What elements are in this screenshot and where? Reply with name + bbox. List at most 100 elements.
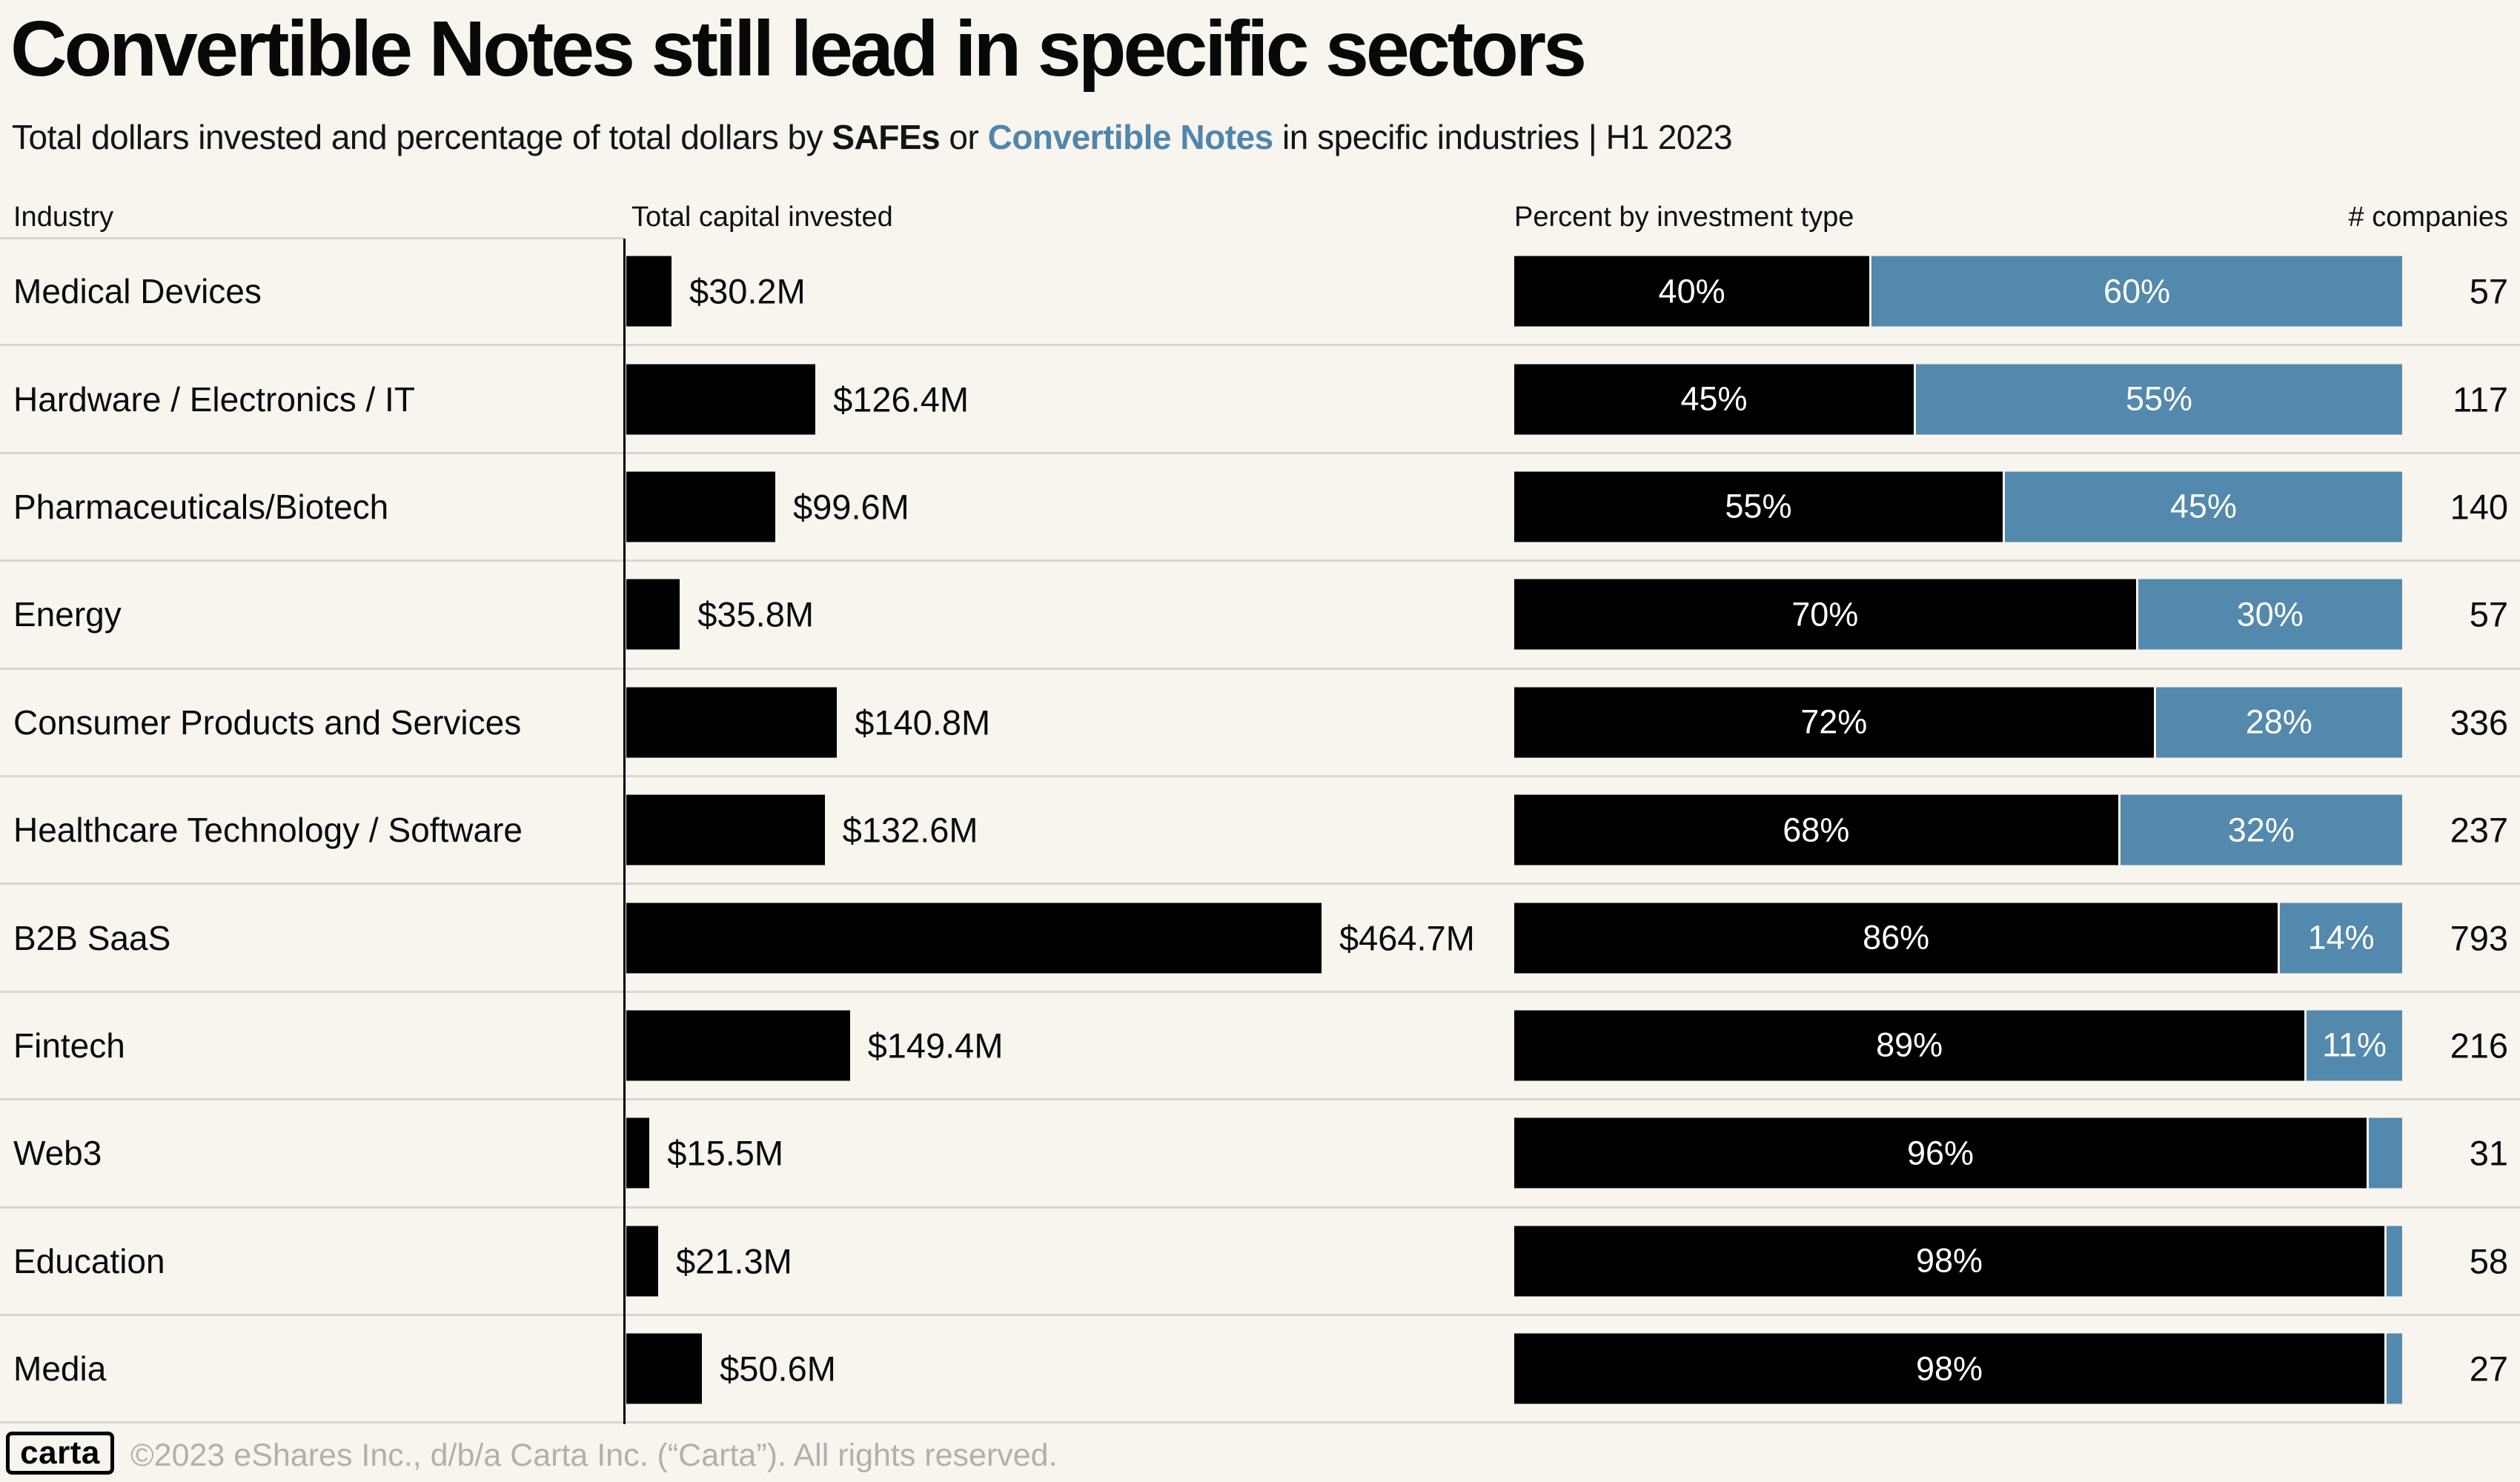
companies-count: 57 <box>2469 271 2508 311</box>
convertible-notes-bar-segment: 55% <box>1914 364 2402 435</box>
percent-bar: 55% 45% <box>1514 471 2402 542</box>
convertible-notes-bar-segment: 11% <box>2304 1010 2402 1081</box>
page-title: Convertible Notes still lead in specific… <box>10 5 1587 93</box>
column-header-industry: Industry <box>13 202 114 233</box>
percent-bar: 96% <box>1514 1117 2402 1189</box>
safe-percent-label: 98% <box>1915 1241 1983 1280</box>
safe-bar-segment: 72% <box>1514 687 2154 758</box>
safe-percent-label: 72% <box>1800 702 1868 741</box>
capital-value-label: $140.8M <box>855 702 991 742</box>
convertible-notes-percent-label: 14% <box>2307 918 2375 957</box>
industry-row: Media $50.6M 98% 27 <box>0 1316 2520 1424</box>
companies-count: 117 <box>2453 379 2508 419</box>
percent-bar: 72% 28% <box>1514 687 2402 758</box>
convertible-notes-bar-segment: 28% <box>2153 687 2402 758</box>
subtitle-safes-highlight: SAFEs <box>832 118 941 156</box>
companies-count: 57 <box>2469 594 2508 634</box>
capital-value-label: $15.5M <box>667 1133 784 1173</box>
companies-count: 237 <box>2450 810 2508 850</box>
capital-axis-line <box>623 239 626 1424</box>
industry-label: B2B SaaS <box>13 918 171 957</box>
safe-bar-segment: 98% <box>1514 1226 2385 1297</box>
subtitle-text-1: Total dollars invested and percentage of… <box>12 118 832 156</box>
safe-percent-label: 86% <box>1863 918 1930 957</box>
convertible-notes-percent-label: 55% <box>2126 379 2193 418</box>
capital-bar <box>626 1010 850 1081</box>
convertible-notes-percent-label: 32% <box>2227 811 2295 849</box>
capital-value-label: $464.7M <box>1339 918 1475 958</box>
safe-percent-label: 40% <box>1658 272 1725 310</box>
capital-value-label: $132.6M <box>842 810 978 850</box>
capital-value-label: $149.4M <box>867 1026 1004 1066</box>
header-underline <box>0 237 624 239</box>
safe-percent-label: 70% <box>1791 595 1859 634</box>
convertible-notes-percent-label: 28% <box>2245 702 2312 741</box>
convertible-notes-bar-segment: 30% <box>2135 579 2402 650</box>
subtitle-convertible-notes-highlight: Convertible Notes <box>987 118 1274 156</box>
industry-row: B2B SaaS $464.7M 86% 14% 793 <box>0 885 2520 993</box>
percent-bar: 68% 32% <box>1514 794 2402 865</box>
companies-count: 793 <box>2450 918 2508 958</box>
safe-bar-segment: 68% <box>1514 794 2118 865</box>
industry-row: Medical Devices $30.2M 40% 60% 57 <box>0 239 2520 347</box>
industry-row: Fintech $149.4M 89% 11% 216 <box>0 993 2520 1101</box>
convertible-notes-bar-segment: 45% <box>2002 471 2402 542</box>
safe-bar-segment: 70% <box>1514 579 2136 650</box>
safe-percent-label: 98% <box>1915 1349 1983 1388</box>
industry-label: Web3 <box>13 1134 102 1173</box>
capital-bar <box>626 794 825 865</box>
industry-row: Education $21.3M 98% 58 <box>0 1209 2520 1316</box>
industry-label: Hardware / Electronics / IT <box>13 379 415 419</box>
industry-label: Consumer Products and Services <box>13 702 522 742</box>
companies-count: 140 <box>2450 487 2508 527</box>
subtitle-text-3: in specific industries | H1 2023 <box>1273 118 1733 156</box>
companies-count: 31 <box>2469 1133 2508 1173</box>
percent-bar: 86% 14% <box>1514 903 2402 974</box>
safe-bar-segment: 55% <box>1514 471 2003 542</box>
subtitle-text-2: or <box>940 118 988 156</box>
percent-bar: 89% 11% <box>1514 1010 2402 1081</box>
safe-bar-segment: 89% <box>1514 1010 2305 1081</box>
percent-bar: 98% <box>1514 1226 2402 1297</box>
column-header-companies: # companies <box>2348 202 2508 233</box>
safe-bar-segment: 40% <box>1514 256 1870 327</box>
convertible-notes-bar-segment: 32% <box>2118 794 2402 865</box>
safe-percent-label: 89% <box>1876 1026 1943 1064</box>
column-header-capital: Total capital invested <box>631 202 893 233</box>
carta-logo-text: carta <box>20 1435 100 1471</box>
companies-count: 27 <box>2469 1349 2508 1389</box>
convertible-notes-percent-label: 11% <box>2322 1026 2387 1064</box>
safe-percent-label: 68% <box>1783 811 1850 849</box>
industry-row: Energy $35.8M 70% 30% 57 <box>0 562 2520 670</box>
subtitle: Total dollars invested and percentage of… <box>12 117 1733 157</box>
percent-bar: 45% 55% <box>1514 364 2402 435</box>
industry-label: Pharmaceuticals/Biotech <box>13 487 389 526</box>
safe-percent-label: 45% <box>1680 379 1748 418</box>
industry-label: Medical Devices <box>13 272 262 311</box>
industry-row: Healthcare Technology / Software $132.6M… <box>0 777 2520 885</box>
safe-percent-label: 96% <box>1907 1134 1974 1172</box>
capital-bar <box>626 364 816 435</box>
percent-bar: 98% <box>1514 1333 2402 1404</box>
safe-bar-segment: 98% <box>1514 1333 2385 1404</box>
capital-value-label: $99.6M <box>793 487 909 527</box>
capital-bar <box>626 1117 650 1189</box>
percent-bar: 70% 30% <box>1514 579 2402 650</box>
carta-logo: carta <box>6 1432 114 1475</box>
safe-bar-segment: 86% <box>1514 903 2278 974</box>
safe-percent-label: 55% <box>1725 487 1792 525</box>
companies-count: 336 <box>2450 702 2508 742</box>
convertible-notes-percent-label: 60% <box>2103 272 2171 310</box>
companies-count: 58 <box>2469 1241 2508 1281</box>
convertible-notes-bar-segment: 60% <box>1869 256 2402 327</box>
capital-value-label: $21.3M <box>675 1241 792 1281</box>
percent-bar: 40% 60% <box>1514 256 2402 327</box>
industry-label: Education <box>13 1241 165 1280</box>
capital-bar <box>626 903 1322 974</box>
capital-value-label: $126.4M <box>833 379 969 419</box>
industry-row: Consumer Products and Services $140.8M 7… <box>0 670 2520 777</box>
capital-bar <box>626 687 838 758</box>
industry-label: Media <box>13 1349 107 1389</box>
safe-bar-segment: 45% <box>1514 364 1914 435</box>
